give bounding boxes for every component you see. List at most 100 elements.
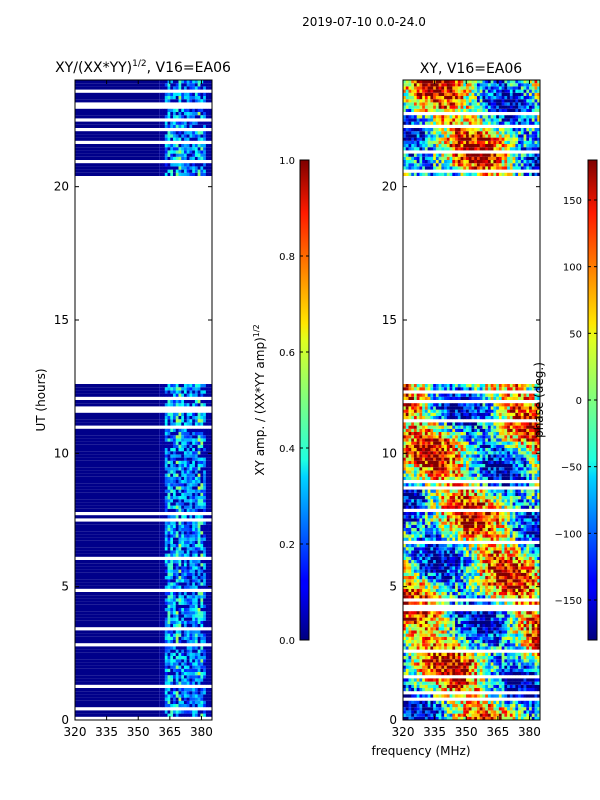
heatmap-cell (416, 643, 420, 647)
heatmap-cell (427, 592, 431, 596)
heatmap-cell (457, 672, 461, 676)
heatmap-cell (531, 630, 535, 634)
heatmap-cell (75, 99, 160, 103)
heatmap-cell (422, 588, 426, 592)
heatmap-cell (75, 636, 160, 640)
heatmap-cell (194, 464, 198, 468)
heatmap-cell (468, 566, 472, 570)
heatmap-cell (75, 640, 160, 644)
heatmap-cell (515, 566, 519, 570)
heatmap-cell (449, 646, 453, 650)
heatmap-cell (183, 172, 188, 176)
heatmap-cell (449, 588, 453, 592)
heatmap-cell (523, 563, 527, 567)
heatmap-cell (455, 707, 459, 711)
heatmap-cell (413, 588, 417, 592)
heatmap-cell (463, 585, 467, 589)
heatmap-cell (512, 665, 516, 669)
heatmap-cell (487, 617, 491, 621)
heatmap-cell (178, 713, 182, 717)
heatmap-cell (203, 156, 207, 160)
heatmap-cell (208, 137, 212, 141)
heatmap-cell (162, 403, 166, 407)
heatmap-cell (175, 697, 179, 701)
heatmap-cell (208, 460, 212, 464)
heatmap-cell (438, 588, 442, 592)
heatmap-cell (164, 544, 168, 548)
heatmap-cell (175, 515, 179, 519)
heatmap-cell (203, 531, 207, 535)
heatmap-cell (178, 457, 182, 461)
heatmap-cell (186, 387, 190, 391)
heatmap-cell (403, 585, 407, 589)
heatmap-cell (498, 636, 502, 640)
heatmap-cell (203, 486, 207, 490)
heatmap-cell (487, 592, 491, 596)
heatmap-cell (170, 393, 174, 397)
heatmap-cell (186, 688, 190, 692)
heatmap-cell (408, 611, 412, 615)
heatmap-cell (466, 672, 470, 676)
heatmap-cell (162, 416, 166, 420)
heatmap-cell (471, 694, 475, 698)
heatmap-cell (441, 710, 445, 714)
heatmap-cell (422, 572, 426, 576)
heatmap-cell (189, 473, 193, 477)
heatmap-cell (170, 412, 174, 416)
heatmap-cell (435, 553, 439, 557)
heatmap-cell (509, 665, 513, 669)
heatmap-cell (192, 432, 196, 436)
heatmap-cell (181, 80, 185, 84)
heatmap-cell (194, 387, 198, 391)
heatmap-cell (455, 550, 459, 554)
heatmap-cell (457, 627, 461, 631)
heatmap-cell (203, 697, 207, 701)
heatmap-cell (203, 675, 207, 679)
heatmap-cell (175, 601, 179, 605)
heatmap-cell (512, 624, 516, 628)
heatmap-cell (446, 678, 450, 682)
heatmap-cell (482, 588, 486, 592)
heatmap-cell (518, 665, 522, 669)
heatmap-cell (408, 681, 412, 685)
heatmap-cell (411, 665, 415, 669)
heatmap-cell (518, 630, 522, 634)
heatmap-cell (438, 534, 442, 538)
heatmap-cell (529, 624, 533, 628)
heatmap-cell (164, 537, 168, 541)
heatmap-cell (175, 700, 179, 704)
heatmap-cell (189, 521, 193, 525)
heatmap-cell (181, 393, 185, 397)
heatmap-cell (208, 713, 212, 717)
heatmap-cell (504, 550, 508, 554)
heatmap-cell (438, 531, 442, 535)
heatmap-cell (170, 400, 174, 404)
heatmap-cell (441, 611, 445, 615)
heatmap-cell (192, 652, 196, 656)
heatmap-cell (170, 432, 174, 436)
heatmap-cell (498, 643, 502, 647)
heatmap-cell (186, 476, 190, 480)
heatmap-cell (501, 556, 505, 560)
heatmap-cell (430, 547, 434, 551)
heatmap-cell (460, 700, 464, 704)
heatmap-cell (162, 147, 166, 151)
heatmap-cell (427, 576, 431, 580)
heatmap-cell (170, 464, 174, 468)
heatmap-cell (162, 508, 166, 512)
heatmap-cell (186, 569, 190, 573)
heatmap-cell (487, 585, 491, 589)
heatmap-cell (189, 83, 193, 87)
heatmap-cell (422, 617, 426, 621)
heatmap-cell (408, 672, 412, 676)
heatmap-cell (474, 713, 478, 717)
heatmap-cell (501, 668, 505, 672)
heatmap-cell (173, 454, 177, 458)
heatmap-cell (408, 630, 412, 634)
heatmap-cell (164, 451, 168, 455)
heatmap-cell (167, 576, 171, 580)
heatmap-cell (170, 700, 174, 704)
heatmap-cell (430, 544, 434, 548)
heatmap-cell (208, 544, 212, 548)
heatmap-cell (438, 572, 442, 576)
